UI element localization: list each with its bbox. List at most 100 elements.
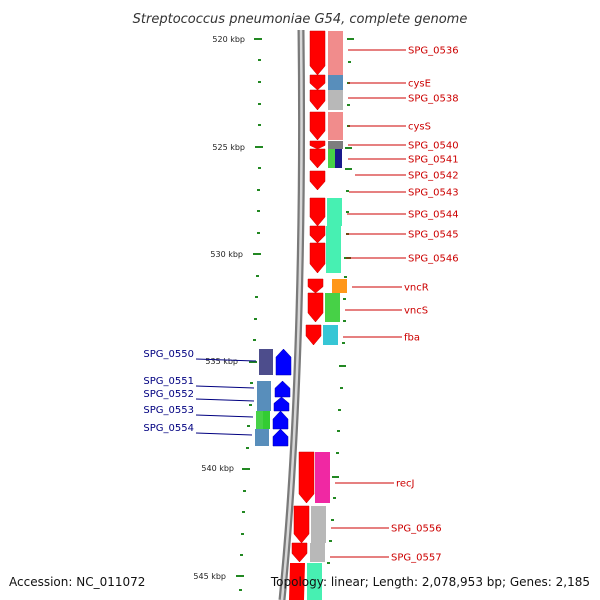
label-leader <box>195 432 253 436</box>
label-leader <box>195 385 255 389</box>
gene-label-forward[interactable]: SPG_0543 <box>408 188 459 199</box>
scale-tick-left <box>254 318 257 320</box>
gene-arrow-forward[interactable] <box>309 197 326 227</box>
gene-class-bar <box>332 279 347 293</box>
gene-arrow-forward[interactable] <box>309 225 326 244</box>
gene-class-bar <box>328 141 343 149</box>
gene-label-reverse[interactable]: SPG_0554 <box>143 423 194 434</box>
scale-label: 535 kbp <box>205 357 238 366</box>
scale-tick-left <box>242 468 250 470</box>
gene-class-bar <box>335 149 342 168</box>
gene-arrow-forward[interactable] <box>309 148 326 169</box>
gene-class-bar <box>326 243 341 273</box>
gene-labels: SPG_0536 cysE SPG_0538 cysS SPG_0540 SPG_0541… <box>143 46 458 564</box>
scale-tick-left <box>258 167 261 169</box>
gene-class-bar <box>307 563 322 600</box>
gene-class-bar <box>323 325 338 345</box>
gene-arrow-reverse[interactable] <box>273 396 290 412</box>
gene-label-forward[interactable]: recJ <box>396 479 415 490</box>
scale-tick-right <box>345 168 352 170</box>
gene-label-forward[interactable]: SPG_0545 <box>408 230 459 241</box>
gene-arrow-forward[interactable] <box>307 278 324 294</box>
gene-label-forward[interactable]: SPG_0540 <box>408 141 459 152</box>
scale-tick-right <box>343 320 346 322</box>
gene-class-bar <box>328 112 343 140</box>
scale-tick-left <box>242 511 245 513</box>
scale-label: 520 kbp <box>212 35 245 44</box>
gene-class-bar <box>328 31 343 75</box>
gene-class-bar <box>328 90 343 110</box>
label-leader <box>195 398 255 402</box>
scale-tick-left <box>257 189 260 191</box>
gene-label-forward[interactable]: vncR <box>404 283 429 294</box>
gene-arrow-reverse[interactable] <box>272 428 289 447</box>
gene-arrow-forward[interactable] <box>309 242 326 274</box>
gene-arrow-forward[interactable] <box>309 140 326 150</box>
gene-label-forward[interactable]: fba <box>404 333 420 344</box>
gene-class-bar <box>315 452 330 503</box>
gene-label-forward[interactable]: SPG_0544 <box>408 210 459 221</box>
gene-arrow-forward[interactable] <box>291 542 308 563</box>
scale-tick-left <box>253 339 256 341</box>
gene-arrow-reverse[interactable] <box>275 348 292 376</box>
scale-tick-right <box>342 342 345 344</box>
accession-text: Accession: NC_011072 <box>9 575 145 589</box>
scale-tick-right <box>338 409 341 411</box>
scale-tick-right <box>348 61 351 63</box>
scale-tick-left <box>256 275 259 277</box>
gene-arrow-forward[interactable] <box>309 30 326 76</box>
genome-backbone-highlight <box>280 29 303 600</box>
gene-label-reverse[interactable]: SPG_0552 <box>143 389 194 400</box>
gene-label-forward[interactable]: SPG_0556 <box>391 524 442 535</box>
gene-label-forward[interactable]: vncS <box>404 306 428 317</box>
scale-tick-right <box>344 276 347 278</box>
scale-tick-right <box>331 519 334 521</box>
gene-arrow-reverse[interactable] <box>272 410 289 430</box>
scale-tick-left <box>250 382 253 384</box>
gene-arrow-forward[interactable] <box>309 74 326 91</box>
gene-arrow-forward[interactable] <box>298 451 315 504</box>
gene-label-forward[interactable]: SPG_0536 <box>408 46 459 57</box>
gene-arrow-reverse[interactable] <box>274 380 291 398</box>
gene-arrow-forward[interactable] <box>309 89 326 111</box>
gene-label-forward[interactable]: SPG_0546 <box>408 254 459 265</box>
gene-label-reverse[interactable]: SPG_0551 <box>143 376 194 387</box>
scale-label: 545 kbp <box>193 572 226 581</box>
gene-label-reverse[interactable]: SPG_0550 <box>143 349 194 360</box>
gene-arrow-forward[interactable] <box>289 563 305 600</box>
gene-class-bar <box>257 397 271 411</box>
scale-tick-right <box>343 298 346 300</box>
scale-tick-right <box>336 452 339 454</box>
scale-tick-left <box>258 124 261 126</box>
gene-arrow-forward[interactable] <box>305 324 322 346</box>
gene-label-forward[interactable]: cysS <box>408 122 431 133</box>
scale-tick-left <box>236 575 244 577</box>
scale-tick-left <box>258 103 261 105</box>
scale-tick-right <box>346 211 349 213</box>
gene-label-forward[interactable]: SPG_0542 <box>408 171 459 182</box>
scale-tick-left <box>253 253 261 255</box>
scale-tick-right <box>345 147 352 149</box>
scale-tick-left <box>247 425 250 427</box>
gene-arrow-forward[interactable] <box>309 111 326 141</box>
scale-tick-right <box>339 365 346 367</box>
scale-tick-left <box>258 59 261 61</box>
gene-class-bar <box>328 149 335 168</box>
gene-label-forward[interactable]: SPG_0538 <box>408 94 459 105</box>
scale-tick-right <box>347 38 354 40</box>
gene-class-bar <box>263 411 270 429</box>
scale-tick-right <box>329 540 332 542</box>
gene-label-forward[interactable]: SPG_0557 <box>391 553 442 564</box>
gene-label-reverse[interactable]: SPG_0553 <box>143 405 194 416</box>
gene-class-bar <box>310 543 325 562</box>
scale-tick-left <box>257 210 260 212</box>
scale-tick-left <box>240 554 243 556</box>
gene-arrow-forward[interactable] <box>307 292 324 323</box>
gene-arrow-forward[interactable] <box>309 170 326 191</box>
gene-class-bar <box>255 429 269 446</box>
gene-arrow-forward[interactable] <box>293 505 310 544</box>
gene-label-forward[interactable]: cysE <box>408 79 431 90</box>
gene-label-forward[interactable]: SPG_0541 <box>408 155 459 166</box>
scale-label: 530 kbp <box>210 250 243 259</box>
